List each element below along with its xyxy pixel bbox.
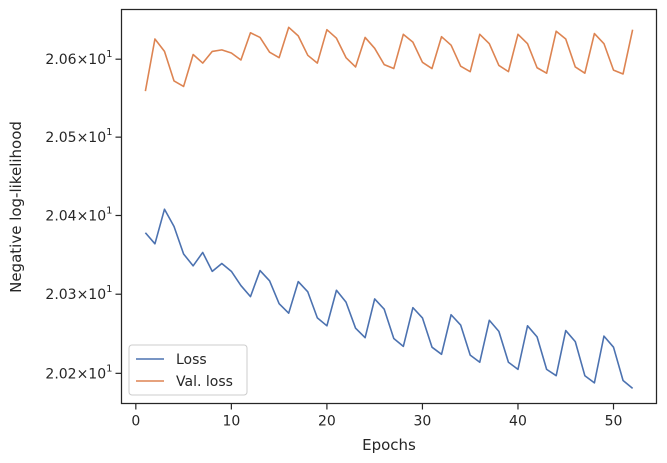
x-tick-label: 50	[605, 414, 623, 430]
legend: Loss Val. loss	[128, 344, 248, 396]
legend-label-val-loss: Val. loss	[176, 374, 233, 390]
x-tick-label: 20	[318, 414, 336, 430]
x-axis-label: Epochs	[362, 436, 416, 454]
y-tick-label: 2.02×101	[45, 363, 112, 382]
x-tick-label: 0	[131, 414, 140, 430]
x-tick-label: 10	[222, 414, 240, 430]
legend-frame	[128, 344, 248, 396]
y-tick-label: 2.03×101	[45, 284, 112, 303]
y-tick-label: 2.06×101	[45, 49, 112, 68]
y-tick-label: 2.04×101	[45, 205, 112, 224]
legend-label-loss: Loss	[176, 352, 207, 368]
x-tick-label: 30	[414, 414, 432, 430]
y-tick-label: 2.05×101	[45, 127, 112, 146]
y-axis-label: Negative log-likelihood	[7, 121, 25, 293]
plot-area	[144, 26, 634, 390]
x-axis: 0 10 20 30 40 50	[131, 403, 623, 430]
x-tick-label: 40	[509, 414, 527, 430]
series-line-val-loss	[144, 26, 634, 92]
y-axis: 2.02×101 2.03×101 2.04×101 2.05×101 2.06×101	[45, 49, 122, 382]
axes-frame	[120, 8, 658, 405]
series-line-loss	[144, 208, 634, 390]
